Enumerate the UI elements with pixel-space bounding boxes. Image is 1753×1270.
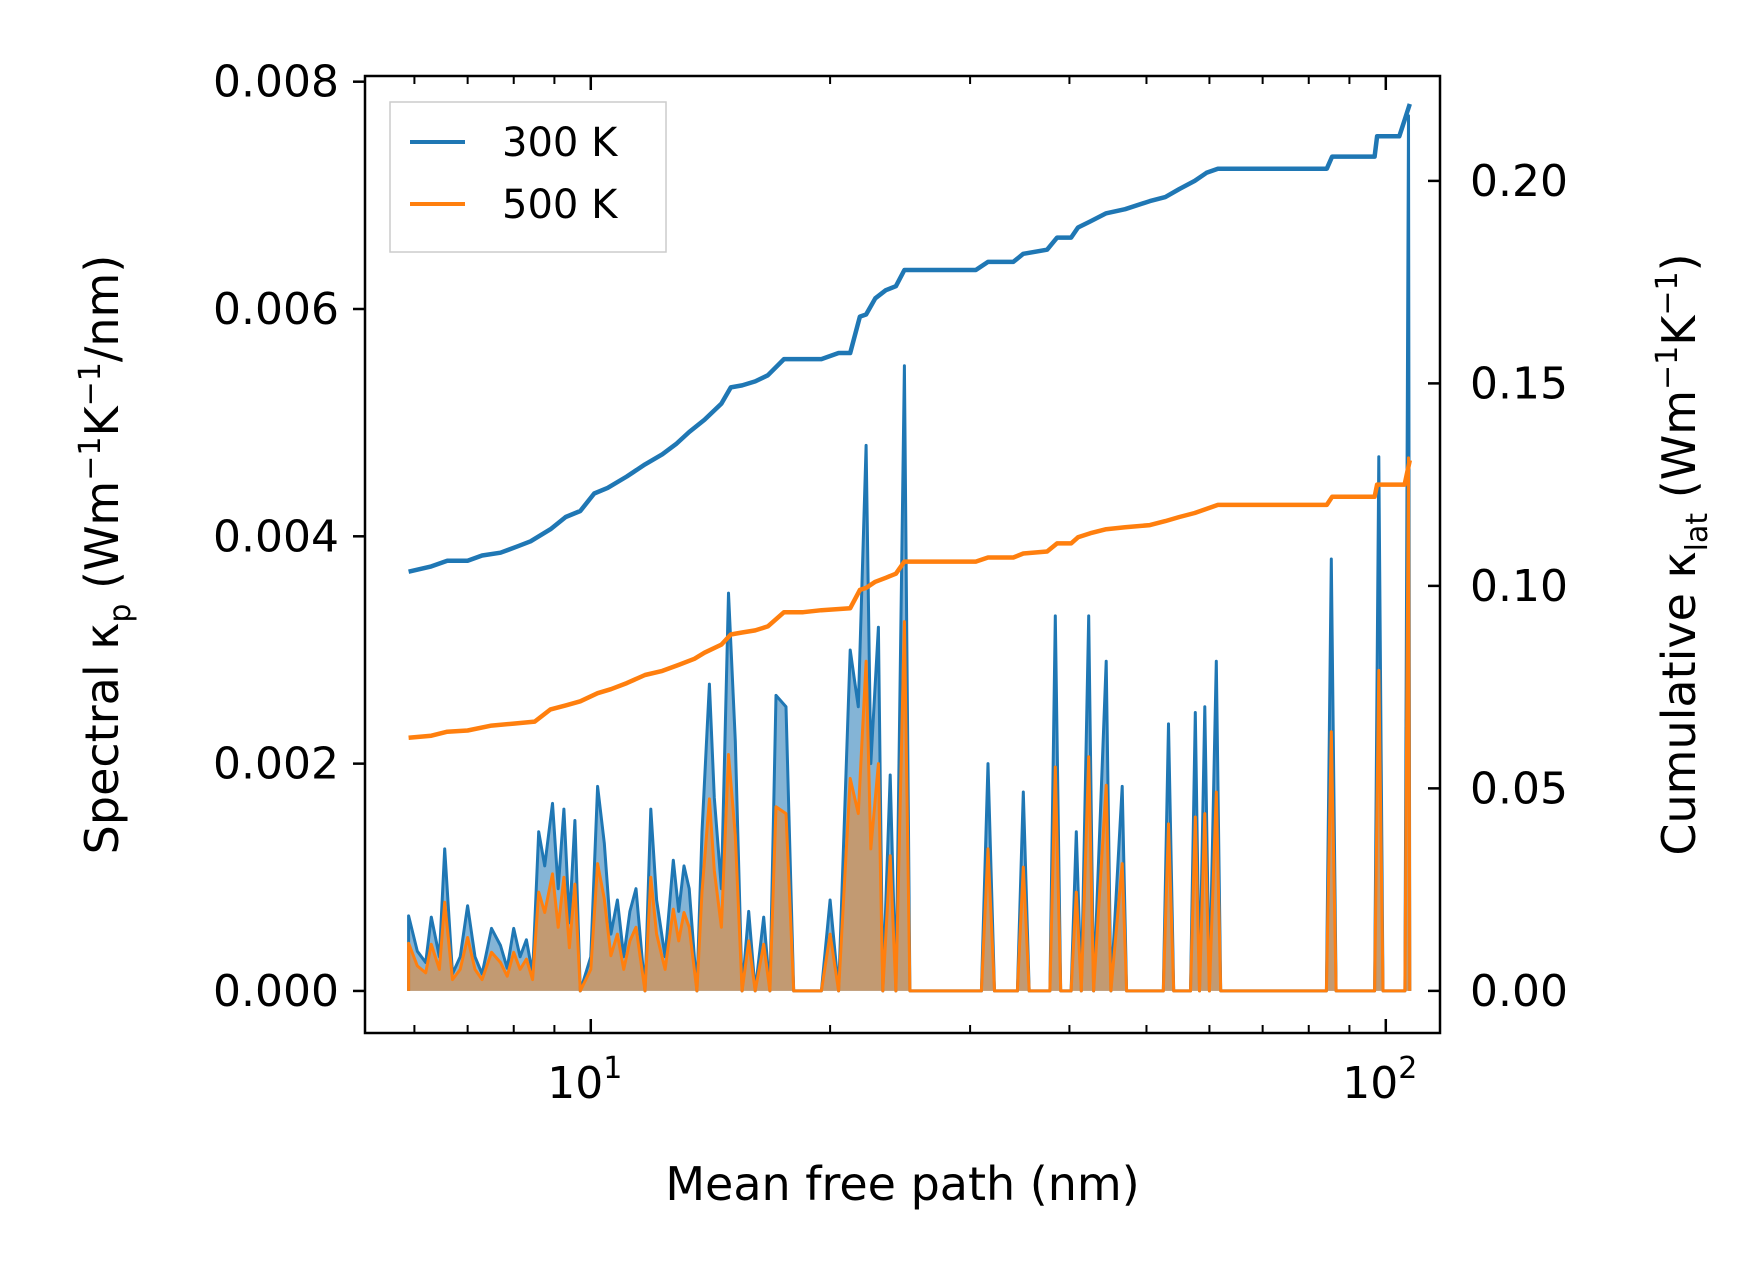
x-tick-label: 101 — [547, 1051, 622, 1109]
y-right-tick-label: 0.00 — [1470, 966, 1568, 1017]
y-left-tick-label: 0.006 — [213, 284, 339, 335]
legend-label-500k: 500 K — [502, 182, 619, 228]
y-right-tick-label: 0.20 — [1470, 156, 1568, 207]
x-axis-label: Mean free path (nm) — [665, 1157, 1139, 1211]
y-axis-left-label: Spectral κp (Wm−1K−1/nm) — [73, 255, 138, 855]
series-layer — [407, 103, 1413, 993]
series-line-300-k — [408, 103, 1412, 574]
y-right-tick-label: 0.10 — [1470, 561, 1568, 612]
y-left-tick-label: 0.000 — [213, 966, 339, 1017]
ticks-layer: 0.000 0.002 0.004 0.006 0.008 0.00 0.05 0.10 0.1… — [213, 57, 1568, 1109]
y-left-tick-label: 0.002 — [213, 739, 339, 790]
y-right-tick-label: 0.15 — [1470, 358, 1568, 409]
y-right-tick-label: 0.05 — [1470, 763, 1568, 814]
y-left-tick-label: 0.008 — [213, 57, 339, 108]
series-line-500-k — [408, 459, 1413, 741]
legend-box — [389, 101, 667, 253]
legend-label-300k: 300 K — [502, 120, 619, 166]
y-axis-right-label: Cumulative κlat (Wm−1K−1) — [1650, 253, 1715, 855]
legend: 300 K 500 K — [389, 101, 667, 253]
plot-frame — [363, 74, 1442, 1035]
y-left-tick-label: 0.004 — [213, 511, 339, 562]
series-line-500-k-spectral — [407, 456, 1412, 993]
x-tick-label: 102 — [1342, 1051, 1417, 1109]
